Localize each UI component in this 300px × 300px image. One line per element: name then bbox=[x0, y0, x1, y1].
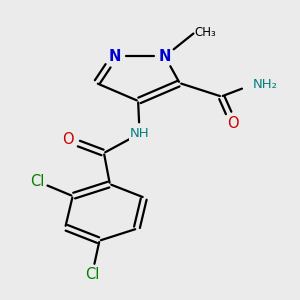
Text: NH: NH bbox=[130, 127, 149, 140]
Text: Cl: Cl bbox=[30, 174, 44, 189]
Text: N: N bbox=[108, 49, 121, 64]
Text: NH₂: NH₂ bbox=[253, 78, 278, 91]
Text: Cl: Cl bbox=[85, 267, 99, 282]
Text: N: N bbox=[159, 49, 171, 64]
Text: CH₃: CH₃ bbox=[195, 26, 216, 39]
Text: O: O bbox=[62, 132, 74, 147]
Text: O: O bbox=[227, 116, 239, 131]
